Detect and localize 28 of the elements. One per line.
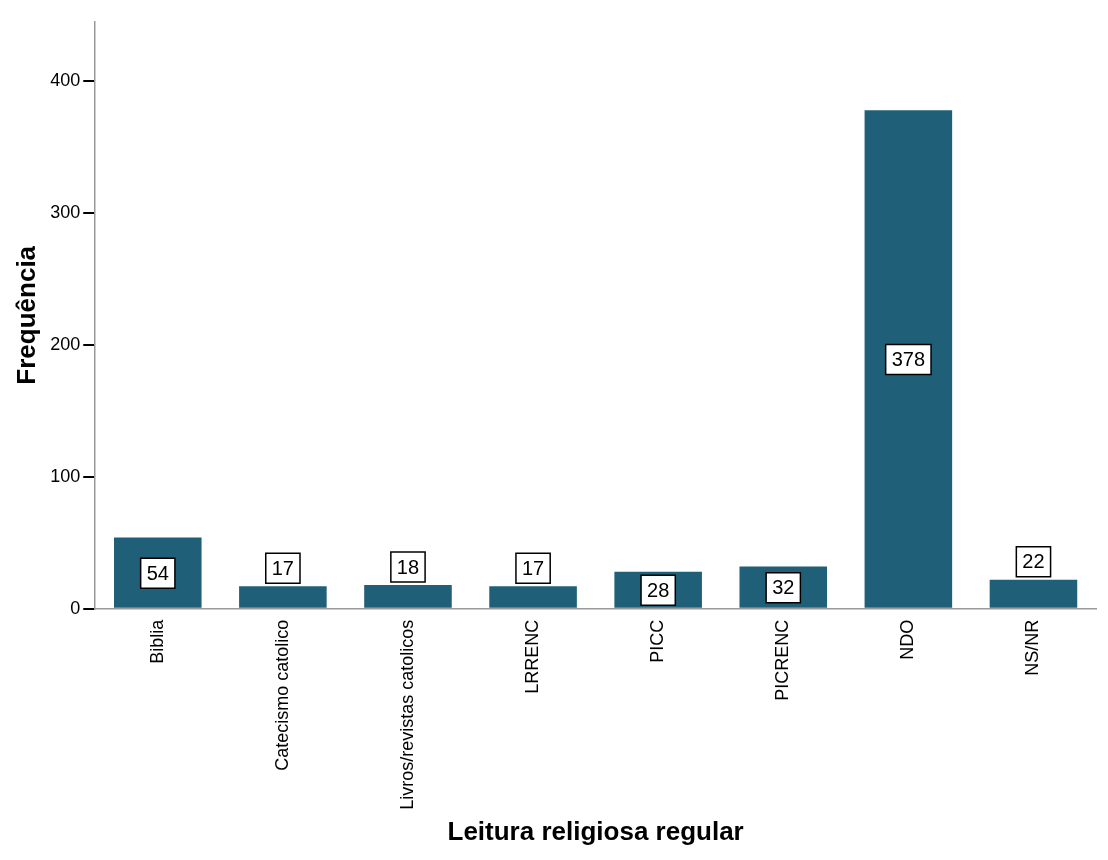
bar: [364, 585, 452, 608]
data-label: 18: [396, 555, 420, 578]
x-tick-label: Catecismo catolico: [271, 619, 292, 771]
data-label: 17: [521, 556, 545, 579]
y-tick-label: 400: [50, 70, 81, 91]
bar: [489, 586, 577, 608]
data-label: 28: [647, 578, 670, 601]
x-tick-label: PICC: [647, 619, 668, 663]
y-tick-label: 0: [70, 597, 81, 618]
x-tick-label: Livros/revistas catolicos: [396, 619, 417, 810]
data-label: 32: [772, 576, 795, 599]
x-tick-label: Biblia: [146, 618, 167, 664]
x-tick-label: NS/NR: [1022, 619, 1043, 676]
x-tick-label: LRRENC: [522, 619, 543, 694]
x-tick-label: NDO: [897, 619, 918, 660]
bar: [989, 579, 1078, 608]
x-tick-label: PICRENC: [772, 619, 793, 701]
y-axis-title: Frequência: [10, 245, 41, 385]
data-label: 22: [1022, 550, 1045, 573]
x-axis-title: Leitura religiosa regular: [447, 815, 744, 846]
y-tick-label: 300: [50, 202, 81, 223]
y-tick-label: 100: [50, 465, 81, 486]
bar: [239, 586, 327, 608]
bar: [864, 110, 953, 608]
data-label: 17: [271, 556, 294, 579]
data-label: 54: [146, 561, 169, 584]
y-tick-label: 200: [50, 333, 81, 354]
data-label: 378: [891, 347, 926, 370]
